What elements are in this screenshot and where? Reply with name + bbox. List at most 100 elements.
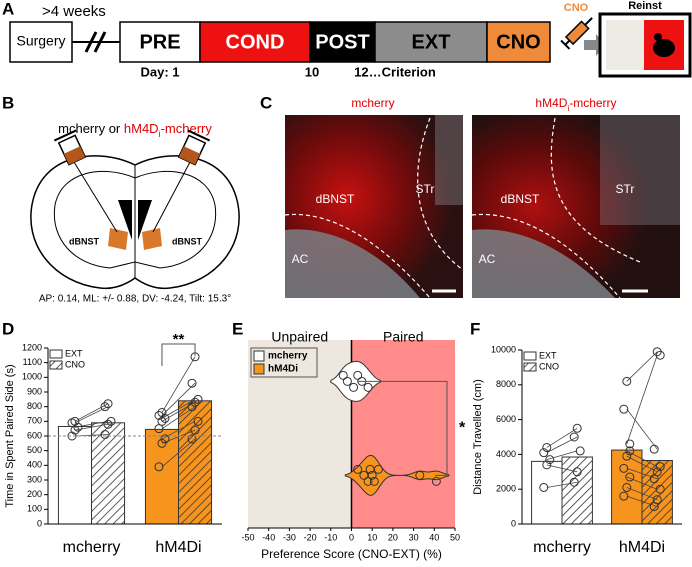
gap-label: >4 weeks xyxy=(42,3,106,20)
region-label: AC xyxy=(292,252,309,266)
boundary xyxy=(284,213,431,299)
data-point xyxy=(649,444,659,454)
pair-line xyxy=(626,408,658,450)
data-point xyxy=(367,470,377,480)
legend-swatch xyxy=(253,363,265,375)
pair-line xyxy=(161,438,196,468)
data-point xyxy=(70,416,80,426)
break-mark xyxy=(93,31,107,53)
region-label: STr xyxy=(616,182,635,196)
data-point xyxy=(193,416,203,426)
ac-tract xyxy=(472,229,615,298)
data-point xyxy=(625,446,635,456)
legend-label: CNO xyxy=(539,361,559,371)
striatum-texture xyxy=(435,115,463,205)
annotation: * xyxy=(459,420,466,437)
pair-line xyxy=(546,464,578,473)
y-axis-label: Distance Travelled (cm) xyxy=(472,379,484,495)
pair-line xyxy=(74,423,109,431)
legend-label: hM4Di xyxy=(268,364,298,375)
data-point xyxy=(655,462,665,472)
legend-swatch xyxy=(523,362,537,372)
data-point xyxy=(363,476,373,486)
region-label: dBNST xyxy=(69,236,99,246)
striatum-texture xyxy=(600,115,680,225)
data-point xyxy=(193,394,203,404)
data-point xyxy=(625,472,635,482)
pair-line xyxy=(74,420,109,428)
y-tick-label: 1100 xyxy=(23,357,42,367)
virus-b: hM4D xyxy=(124,121,159,136)
data-point xyxy=(369,476,379,486)
panel-label: B xyxy=(2,93,14,112)
drug-label: CNO xyxy=(564,2,589,14)
legend-label: CNO xyxy=(65,359,85,369)
data-point xyxy=(190,397,200,407)
data-point xyxy=(622,482,632,492)
data-point xyxy=(154,462,164,472)
annotation: ** xyxy=(173,331,185,348)
stage-box xyxy=(119,21,201,63)
title-sub: i xyxy=(567,104,569,113)
test-label: Reinst xyxy=(628,0,662,12)
data-point xyxy=(622,376,632,386)
data-point xyxy=(539,448,549,458)
legend-label: EXT xyxy=(65,348,83,358)
panel-label: A xyxy=(2,0,14,18)
panel-label: F xyxy=(470,319,480,338)
data-point xyxy=(619,491,629,501)
data-point xyxy=(542,460,552,470)
data-point xyxy=(353,370,363,380)
y-tick-label: 0 xyxy=(511,518,516,528)
data-point xyxy=(622,451,632,461)
x-axis-label: Preference Score (CNO-EXT) (%) xyxy=(261,547,442,561)
significance-bracket xyxy=(357,380,448,476)
virus-b-suffix: -mcherry xyxy=(161,121,213,136)
data-point xyxy=(157,438,167,448)
y-tick-label: 900 xyxy=(27,386,42,396)
panel-label: E xyxy=(232,319,243,338)
data-point xyxy=(569,477,579,487)
day-label: Day: 1 xyxy=(140,64,179,79)
data-point xyxy=(349,382,359,392)
y-tick-label: 4000 xyxy=(496,449,516,459)
bar xyxy=(611,449,643,525)
x-tick-label: 30 xyxy=(409,532,419,542)
pair-line xyxy=(626,351,658,382)
x-tick-label: hM4Di xyxy=(155,539,201,556)
day-label: 10 xyxy=(305,64,319,79)
x-tick-label: hM4Di xyxy=(619,539,665,556)
ac-tract xyxy=(285,229,420,298)
data-point xyxy=(655,350,665,360)
surgery-label: Surgery xyxy=(16,33,65,49)
bar xyxy=(531,460,563,525)
break-mark xyxy=(84,31,98,53)
boundary xyxy=(471,213,621,299)
region-bg xyxy=(248,340,352,528)
pair-line xyxy=(626,455,658,473)
data-point xyxy=(187,378,197,388)
y-tick-label: 600 xyxy=(27,430,42,440)
virus-b-sub: i xyxy=(159,129,161,139)
x-tick-label: mcherry xyxy=(63,539,121,556)
stage-label: CNO xyxy=(496,31,540,53)
y-tick-label: 400 xyxy=(27,460,42,470)
syringe-right xyxy=(177,129,211,166)
data-point xyxy=(103,399,113,409)
mouse-ear xyxy=(654,33,662,41)
significance-bracket xyxy=(161,343,196,366)
mouse-icon xyxy=(653,39,675,57)
pair-line xyxy=(546,450,578,461)
pair-line xyxy=(546,427,578,448)
data-point xyxy=(338,370,348,380)
data-point xyxy=(160,413,170,423)
bar xyxy=(91,422,126,525)
image-title: hM4Di-mcherry xyxy=(535,96,616,112)
stage-box xyxy=(486,21,551,63)
data-point xyxy=(106,416,116,426)
x-tick-label: 10 xyxy=(367,532,377,542)
y-tick-label: 8000 xyxy=(496,379,516,389)
y-tick-label: 10000 xyxy=(491,344,516,354)
legend-label: mcherry xyxy=(268,351,308,362)
y-tick-label: 1000 xyxy=(22,372,42,382)
